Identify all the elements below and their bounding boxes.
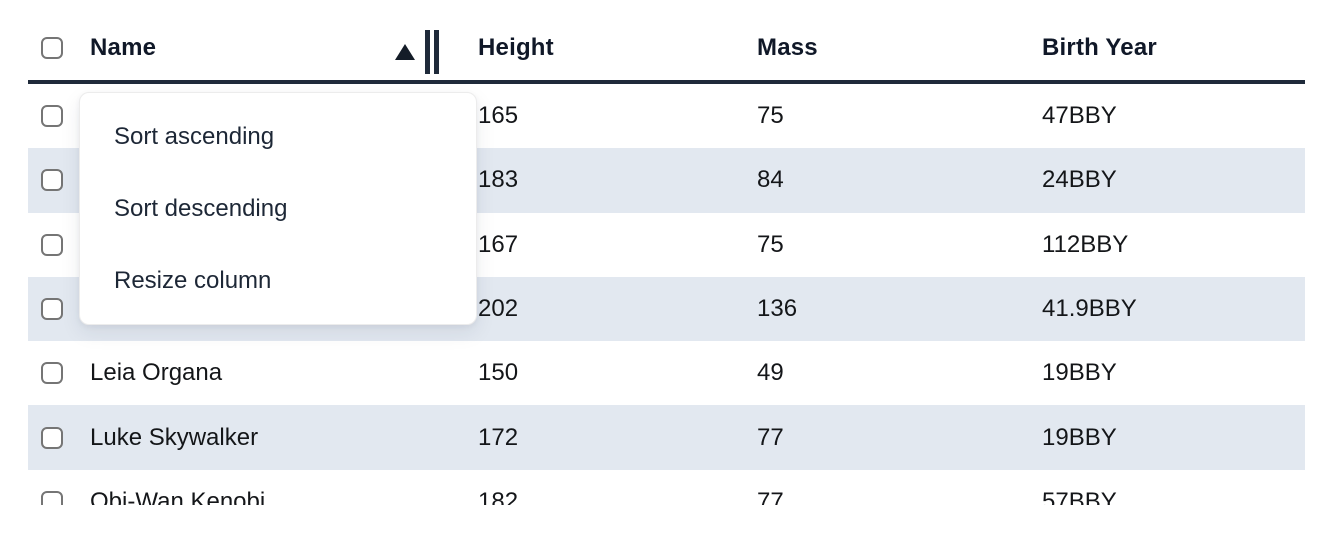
row-checkbox[interactable] — [41, 490, 63, 505]
table-row: Luke Skywalker 172 77 19BBY — [28, 405, 1305, 470]
cell-height: 183 — [478, 166, 519, 194]
cell-mass: 77 — [757, 487, 784, 505]
cell-mass: 75 — [757, 230, 784, 258]
table-row: Leia Organa 150 49 19BBY — [28, 341, 1305, 405]
column-header-mass-label: Mass — [757, 34, 818, 61]
table-row: 167 75 112BBY — [28, 213, 1305, 277]
column-header-birth-year-label: Birth Year — [1042, 34, 1157, 61]
row-checkbox[interactable] — [41, 426, 63, 449]
menu-item-sort-ascending[interactable]: Sort ascending — [114, 123, 275, 150]
cell-height: 172 — [478, 423, 519, 451]
cell-name: Obi-Wan Kenobi — [90, 487, 266, 505]
row-checkbox[interactable] — [41, 298, 63, 321]
column-header-name-label: Name — [90, 34, 157, 61]
cell-birth-year: 24BBY — [1042, 166, 1117, 194]
row-checkbox[interactable] — [41, 169, 63, 192]
column-header-birth-year[interactable]: Birth Year — [1042, 34, 1305, 62]
cell-height: 167 — [478, 230, 519, 258]
column-header-name[interactable]: Name — [90, 34, 478, 62]
cell-height: 165 — [478, 102, 519, 130]
sort-ascending-icon — [395, 44, 415, 60]
column-header-height[interactable]: Height — [478, 34, 757, 62]
cell-mass: 49 — [757, 359, 784, 387]
cell-birth-year: 19BBY — [1042, 359, 1117, 387]
cell-birth-year: 47BBY — [1042, 102, 1117, 130]
row-checkbox[interactable] — [41, 233, 63, 256]
cell-birth-year: 41.9BBY — [1042, 295, 1137, 323]
table-row: Obi-Wan Kenobi 182 77 57BBY — [28, 470, 1305, 505]
resize-bar-icon — [425, 30, 430, 74]
cell-birth-year: 19BBY — [1042, 423, 1117, 451]
cell-height: 150 — [478, 359, 519, 387]
cell-name: Luke Skywalker — [90, 423, 259, 451]
cell-birth-year: 112BBY — [1042, 230, 1129, 258]
cell-mass: 77 — [757, 423, 784, 451]
header-checkbox-cell — [28, 37, 90, 59]
cell-mass: 75 — [757, 102, 784, 130]
cell-mass: 84 — [757, 166, 784, 194]
menu-item-sort-descending[interactable]: Sort descending — [114, 195, 288, 222]
column-header-height-label: Height — [478, 34, 554, 61]
row-checkbox[interactable] — [41, 105, 63, 128]
table-row: 165 75 47BBY — [28, 84, 1305, 148]
menu-item-resize-column[interactable]: Resize column — [114, 267, 272, 294]
row-checkbox[interactable] — [41, 362, 63, 385]
column-header-mass[interactable]: Mass — [757, 34, 1042, 62]
cell-mass: 136 — [757, 295, 798, 323]
cell-birth-year: 57BBY — [1042, 487, 1117, 505]
cell-height: 182 — [478, 487, 519, 505]
column-resize-handle[interactable] — [425, 30, 439, 74]
column-context-menu: Sort ascending Sort descending Resize co… — [79, 92, 477, 325]
select-all-checkbox[interactable] — [41, 37, 63, 59]
cell-height: 202 — [478, 295, 519, 323]
table-header-row: Name Height Mass Birth Year — [28, 0, 1305, 84]
cell-name: Leia Organa — [90, 359, 223, 387]
resize-bar-icon — [434, 30, 439, 74]
